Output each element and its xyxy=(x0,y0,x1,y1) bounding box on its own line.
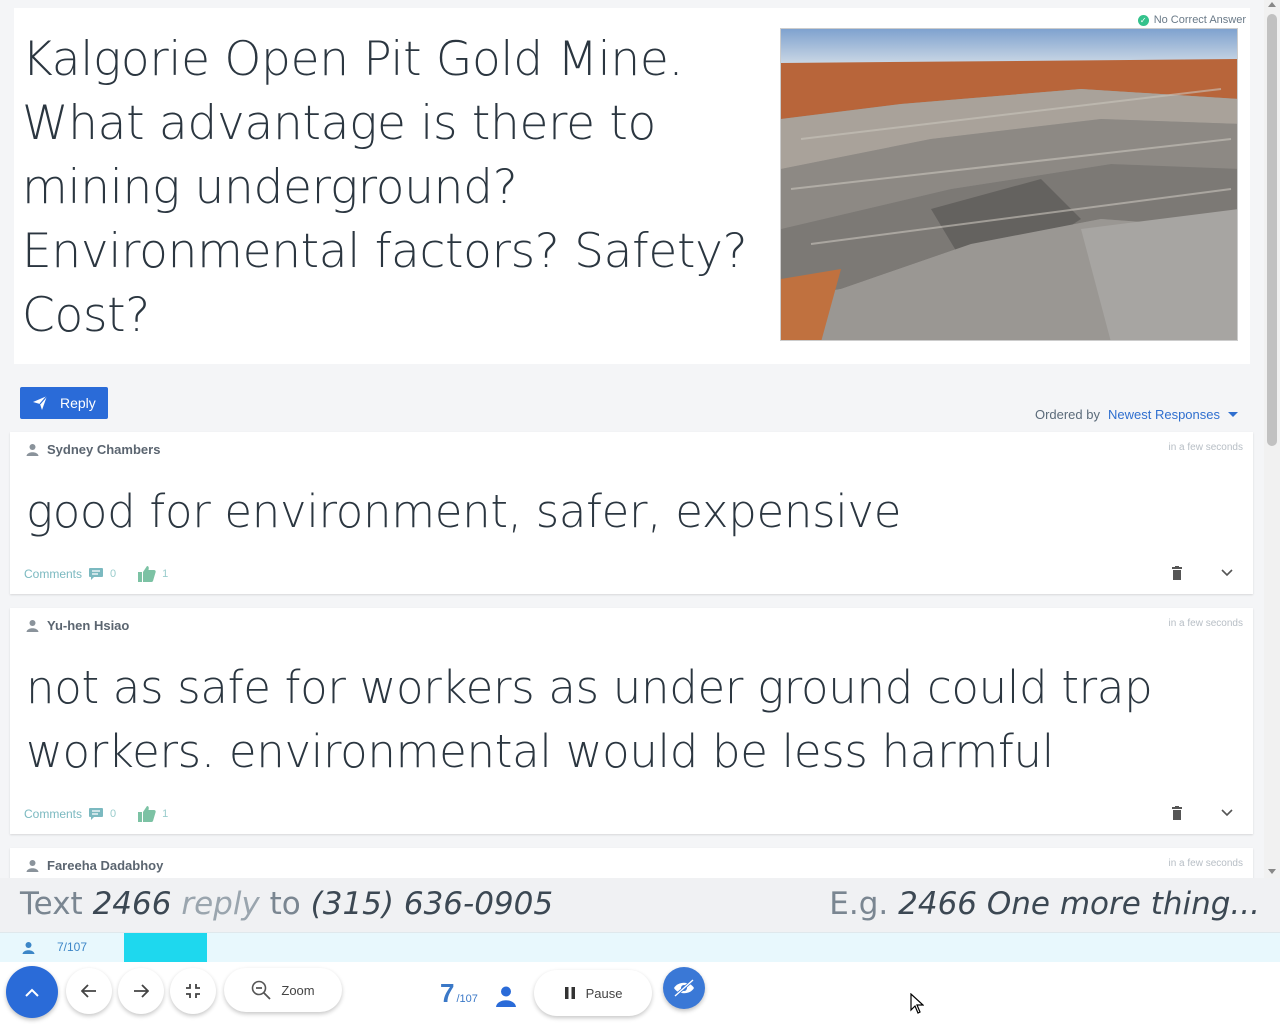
previous-button[interactable] xyxy=(66,968,112,1014)
arrow-left-icon xyxy=(81,984,96,998)
send-icon xyxy=(33,395,48,410)
sms-prefix: Text xyxy=(20,886,83,922)
response-footer: Comments 0 1 xyxy=(24,566,168,582)
sms-example-text: E.g. 2466 One more thing... xyxy=(829,886,1260,922)
sms-to: to xyxy=(269,886,301,922)
response-card: Yu-hen Hsiao in a few seconds not as saf… xyxy=(10,608,1253,834)
trash-icon[interactable] xyxy=(1171,566,1183,580)
reply-label: Reply xyxy=(60,395,96,411)
response-time: in a few seconds xyxy=(1168,858,1244,869)
collapse-icon xyxy=(186,984,200,998)
open-pit-mine-photo xyxy=(780,28,1238,341)
upvote-count: 1 xyxy=(162,568,169,580)
response-time: in a few seconds xyxy=(1168,442,1244,453)
no-correct-answer-label: No Correct Answer xyxy=(1153,14,1246,26)
comments-count: 0 xyxy=(110,808,117,820)
sms-example-prefix: E.g. xyxy=(829,886,889,922)
comment-icon xyxy=(89,568,104,580)
progress-count-label: 7/107 xyxy=(57,940,88,954)
response-author: Sydney Chambers xyxy=(26,442,160,457)
question-card: Kalgorie Open Pit Gold Mine. What advant… xyxy=(14,8,1250,364)
pause-label: Pause xyxy=(585,985,623,1001)
scrollbar-thumb[interactable] xyxy=(1267,14,1277,446)
progress-fill xyxy=(124,933,207,963)
response-card: Sydney Chambers in a few seconds good fo… xyxy=(10,432,1253,594)
zoom-label: Zoom xyxy=(281,982,315,998)
response-counter: 7 /107 xyxy=(440,978,478,1009)
chevron-up-icon xyxy=(25,988,39,997)
person-icon xyxy=(22,941,35,954)
eye-slash-icon xyxy=(674,979,694,997)
upvote-button[interactable]: 1 xyxy=(138,806,168,822)
person-icon xyxy=(26,620,39,632)
scroll-up-arrow-icon[interactable] xyxy=(1268,2,1276,7)
response-card: Fareeha Dadabhoy in a few seconds xyxy=(10,848,1253,878)
scroll-top-button[interactable] xyxy=(6,966,58,1018)
response-text: not as safe for workers as under ground … xyxy=(26,661,1153,778)
reply-button[interactable]: Reply xyxy=(20,387,108,419)
comment-icon xyxy=(89,808,104,820)
caret-down-icon xyxy=(1228,412,1238,417)
response-author-name: Yu-hen Hsiao xyxy=(47,618,130,633)
response-progress-bar: 7/107 xyxy=(0,932,1280,963)
presenter-toolbar: Zoom 7 /107 Pause xyxy=(0,962,1280,1024)
response-time: in a few seconds xyxy=(1168,618,1244,629)
ordering-dropdown[interactable]: Newest Responses xyxy=(1108,407,1238,422)
next-button[interactable] xyxy=(118,968,164,1014)
question-text: Kalgorie Open Pit Gold Mine. What advant… xyxy=(22,32,748,343)
upvote-button[interactable]: 1 xyxy=(138,566,168,582)
responses-scroll-area[interactable]: Kalgorie Open Pit Gold Mine. What advant… xyxy=(0,0,1264,878)
response-text: good for environment, safer, expensive xyxy=(26,485,902,538)
response-counter-num: 7 xyxy=(440,978,455,1008)
ordering-selected: Newest Responses xyxy=(1108,407,1220,422)
pause-icon xyxy=(564,987,575,999)
sms-instruction-text: Text 2466 reply to (315) 636-0905 xyxy=(20,886,553,922)
response-author: Fareeha Dadabhoy xyxy=(26,858,163,873)
exit-fullscreen-button[interactable] xyxy=(170,968,216,1014)
sms-number: (315) 636-0905 xyxy=(310,886,554,922)
no-correct-answer-badge: ✓ No Correct Answer xyxy=(1135,14,1248,26)
thumbs-up-icon xyxy=(138,566,156,582)
trash-icon[interactable] xyxy=(1171,806,1183,820)
upvote-count: 1 xyxy=(162,808,169,820)
response-counter-den: /107 xyxy=(456,993,478,1005)
response-author-name: Fareeha Dadabhoy xyxy=(47,858,164,873)
sms-instructions: Text 2466 reply to (315) 636-0905 E.g. 2… xyxy=(0,878,1280,932)
hide-responses-button[interactable] xyxy=(663,967,705,1009)
ordered-by-label: Ordered by xyxy=(1034,407,1100,422)
person-icon xyxy=(26,444,39,456)
chevron-down-icon[interactable] xyxy=(1221,569,1233,577)
scroll-down-arrow-icon[interactable] xyxy=(1268,869,1276,874)
sms-example: 2466 One more thing... xyxy=(898,886,1260,922)
person-icon[interactable] xyxy=(495,985,517,1007)
comments-label: Comments xyxy=(24,567,83,581)
zoom-button[interactable]: Zoom xyxy=(224,968,342,1012)
response-author-name: Sydney Chambers xyxy=(47,442,161,457)
comments-button[interactable]: Comments 0 xyxy=(24,807,116,821)
mouse-cursor-icon xyxy=(910,993,924,1014)
response-author: Yu-hen Hsiao xyxy=(26,618,129,633)
vertical-scrollbar[interactable] xyxy=(1264,0,1280,878)
person-icon xyxy=(26,860,39,872)
check-circle-icon: ✓ xyxy=(1137,14,1149,26)
chevron-down-icon[interactable] xyxy=(1221,809,1233,817)
zoom-out-icon xyxy=(252,980,272,1000)
pause-button[interactable]: Pause xyxy=(534,970,652,1016)
response-footer: Comments 0 1 xyxy=(24,806,168,822)
thumbs-up-icon xyxy=(138,806,156,822)
ordering-control: Ordered by Newest Responses xyxy=(1035,407,1238,422)
comments-button[interactable]: Comments 0 xyxy=(24,567,116,581)
comments-label: Comments xyxy=(24,807,83,821)
progress-count: 7/107 xyxy=(22,940,87,954)
sms-code: 2466 xyxy=(92,886,172,922)
sms-reply-word: reply xyxy=(181,886,260,922)
arrow-right-icon xyxy=(134,984,149,998)
comments-count: 0 xyxy=(110,568,117,580)
